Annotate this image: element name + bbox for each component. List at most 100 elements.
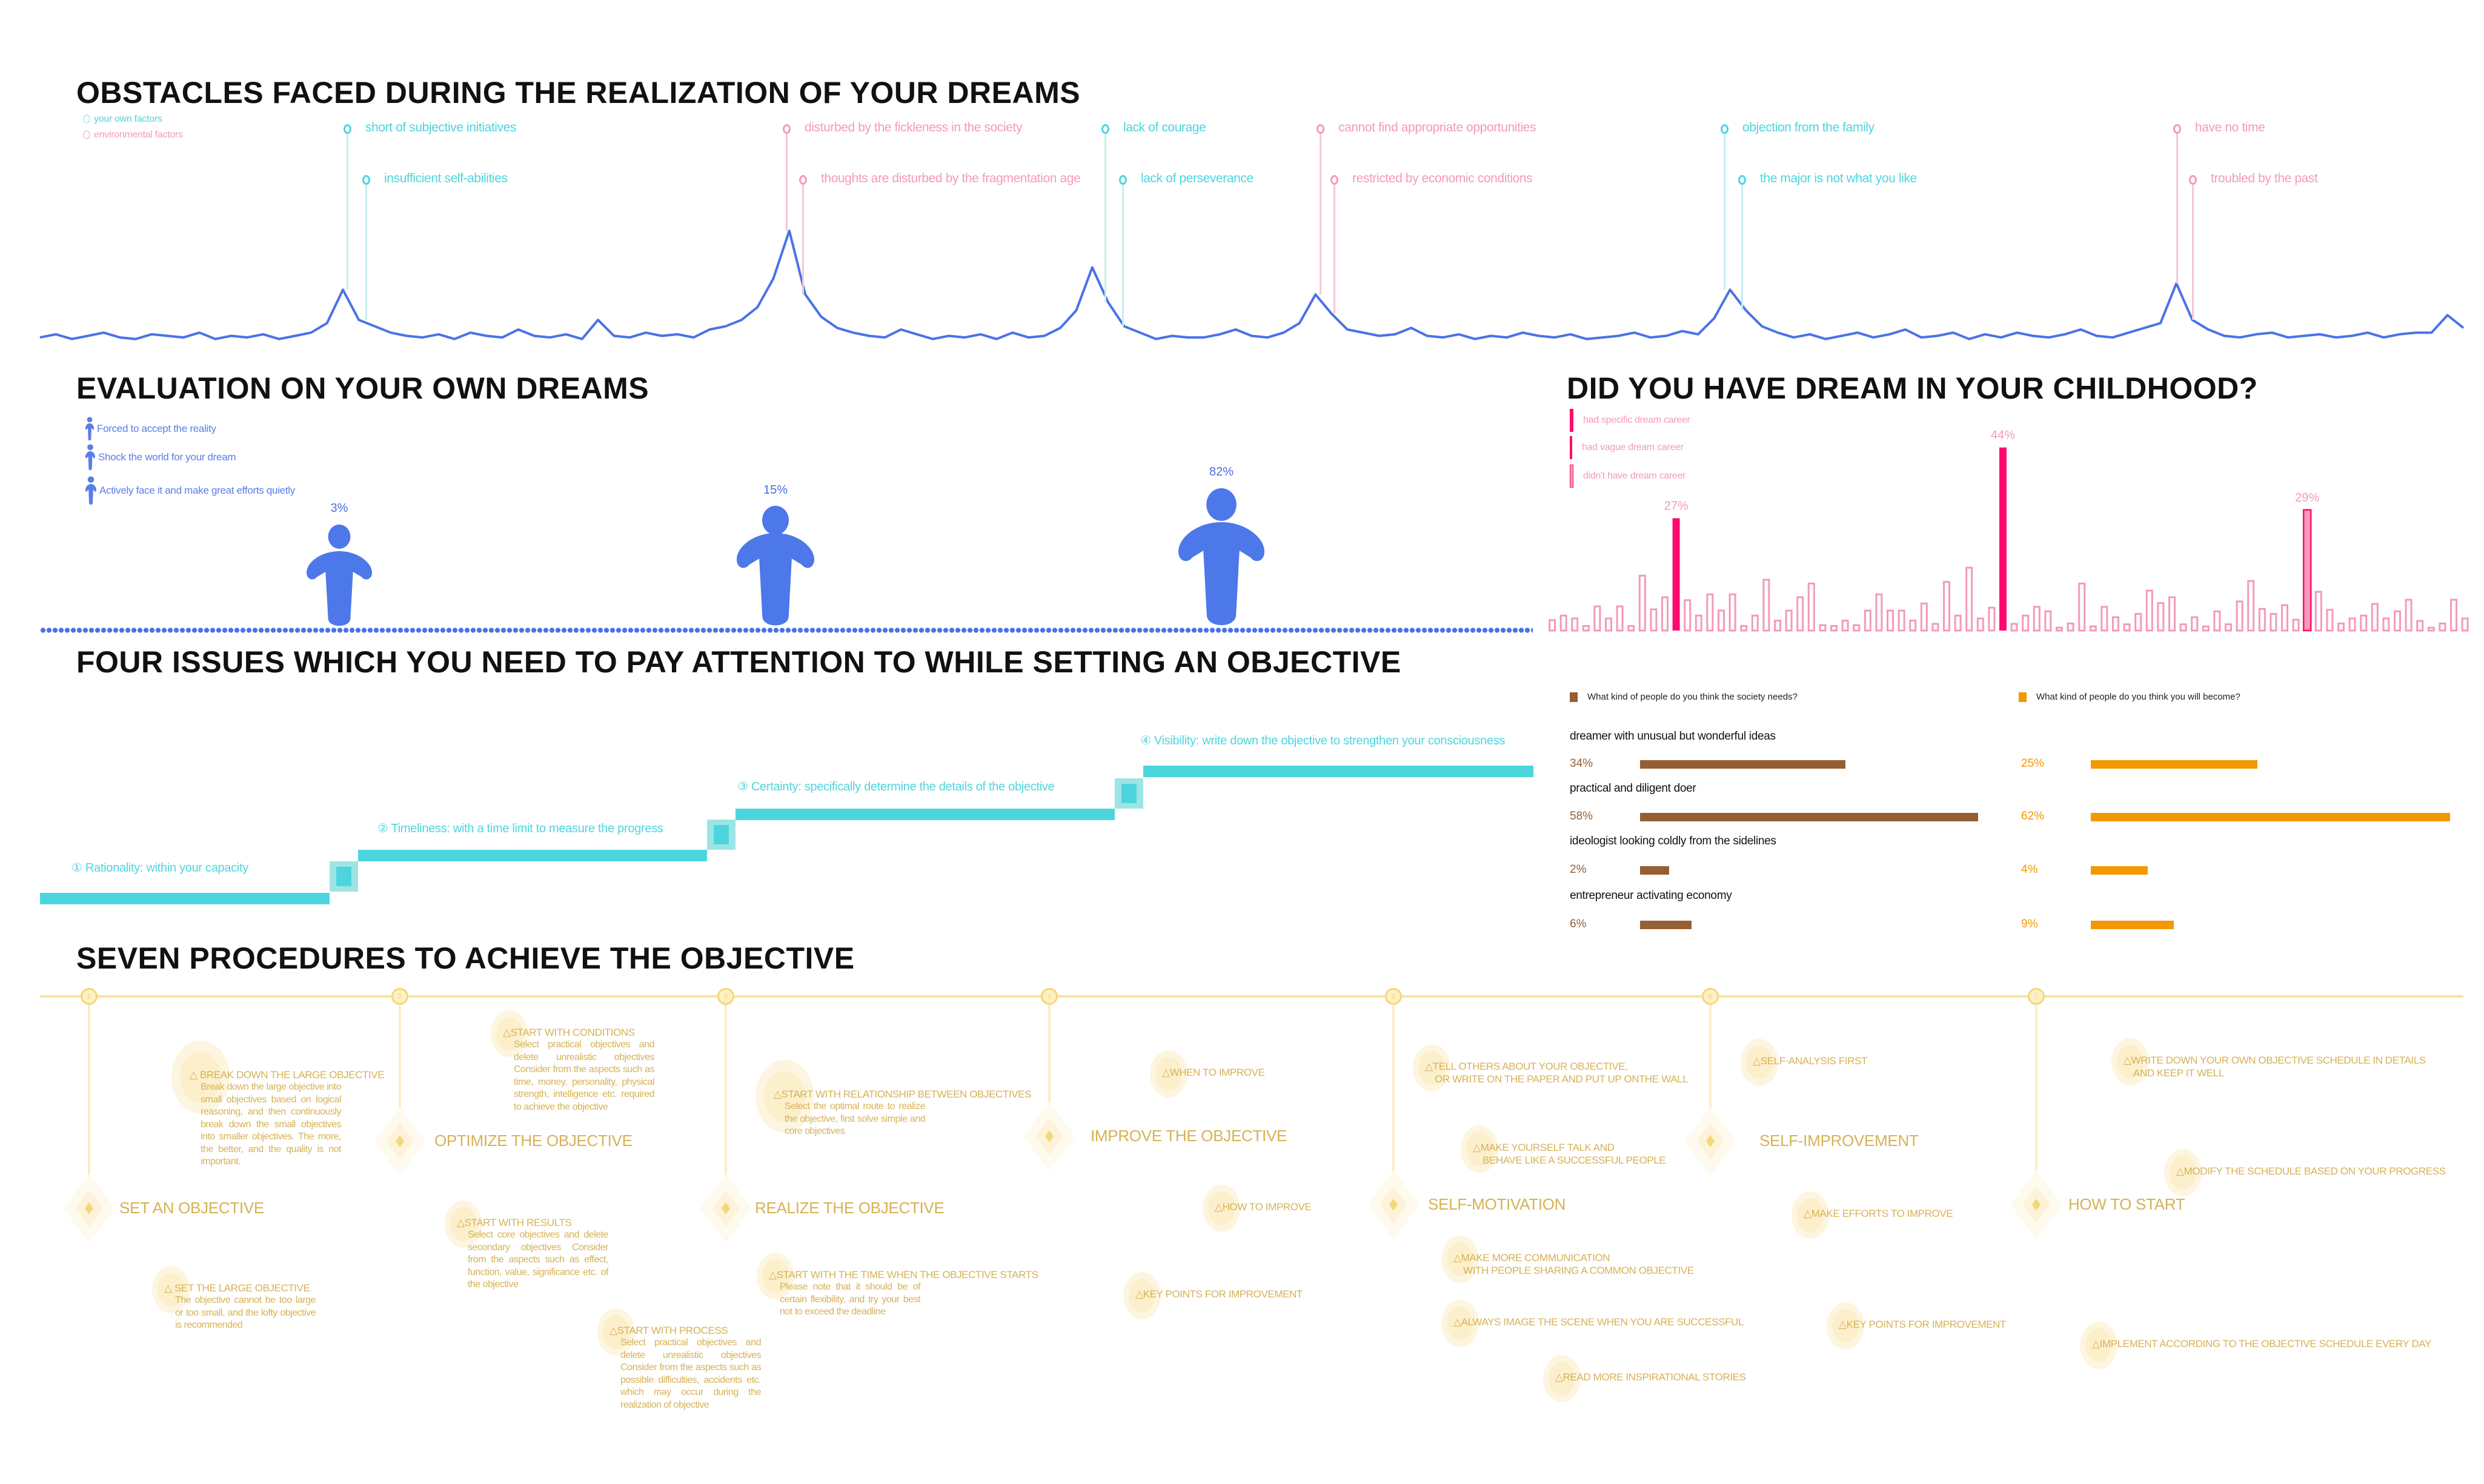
bar bbox=[1931, 623, 1939, 632]
person-icon bbox=[85, 444, 95, 471]
tip-heading: △MAKE MORE COMMUNICATION bbox=[1453, 1252, 1610, 1264]
procedure-tip: △KEY POINTS FOR IMPROVEMENT bbox=[1123, 1272, 1303, 1319]
circle-icon bbox=[1413, 1044, 1450, 1091]
bar bbox=[2225, 623, 2232, 632]
pin-line bbox=[786, 133, 788, 231]
tip-heading: △ BREAK DOWN THE LARGE OBJECTIVE bbox=[190, 1069, 385, 1081]
pin-circle-icon bbox=[783, 124, 791, 134]
procedure-title: SELF-IMPROVEMENT bbox=[1759, 1131, 1919, 1150]
circle-icon bbox=[445, 1201, 482, 1248]
bar bbox=[1751, 614, 1759, 632]
bar bbox=[1729, 593, 1736, 632]
pin-circle-icon bbox=[1101, 124, 1109, 134]
bar bbox=[2247, 580, 2255, 632]
legend-label: your own factors bbox=[94, 114, 162, 124]
person-figure-icon bbox=[307, 525, 372, 626]
procedure-tip: △TELL OTHERS ABOUT YOUR OBJECTIVE, OR WRI… bbox=[1413, 1044, 1689, 1091]
bar bbox=[1706, 593, 1714, 632]
legend-label: What kind of people do you think you wil… bbox=[2036, 692, 2240, 702]
pin-line bbox=[1333, 184, 1335, 314]
tip-heading: △READ MORE INSPIRATIONAL STORIES bbox=[1555, 1371, 1746, 1383]
obstacle-label: lack of perseverance bbox=[1141, 171, 1254, 185]
tip-body: Please note that it should be of certain… bbox=[780, 1282, 921, 1317]
procedure-tip: △IMPLEMENT ACCORDING TO THE OBJECTIVE SC… bbox=[2080, 1322, 2431, 1369]
procedure-tip: △KEY POINTS FOR IMPROVEMENT bbox=[1827, 1302, 2006, 1350]
legend-swatch bbox=[1570, 465, 1573, 488]
diamond-icon bbox=[1023, 1101, 1075, 1171]
legend-label: had vague dream career bbox=[1582, 442, 1684, 452]
obstacle-label: insufficient self-abilities bbox=[384, 171, 508, 185]
circle-icon bbox=[1123, 1272, 1161, 1319]
bar bbox=[1559, 614, 1567, 632]
tip-heading: △WRITE DOWN YOUR OWN OBJECTIVE SCHEDULE … bbox=[2124, 1055, 2426, 1066]
pin-line bbox=[802, 184, 804, 295]
bar bbox=[1909, 620, 1917, 632]
bar bbox=[1841, 620, 1849, 632]
circle-icon bbox=[1150, 1050, 1187, 1098]
bar bbox=[1593, 605, 1601, 632]
bar bbox=[1549, 619, 1556, 632]
person-figure-icon bbox=[737, 506, 814, 626]
bar bbox=[2416, 620, 2424, 632]
tip-heading: △MAKE YOURSELF TALK AND bbox=[1473, 1142, 1615, 1153]
obstacles-line-chart bbox=[39, 230, 2465, 340]
tip-heading: △ALWAYS IMAGE THE SCENE WHEN YOU ARE SUC… bbox=[1453, 1316, 1744, 1328]
bar bbox=[1853, 624, 1861, 632]
bar bbox=[2089, 625, 2097, 632]
legend-swatch bbox=[2019, 692, 2027, 702]
person-icon bbox=[85, 417, 94, 441]
procedure-connector bbox=[725, 1005, 727, 1208]
self-percent: 25% bbox=[2021, 757, 2045, 770]
timeline bbox=[40, 995, 2463, 998]
circle-icon bbox=[152, 1266, 190, 1313]
pin-circle-icon bbox=[1330, 175, 1338, 185]
bar bbox=[2337, 622, 2345, 632]
obstacle-label: objection from the family bbox=[1742, 121, 1875, 134]
step-3-bar bbox=[736, 809, 1115, 820]
tip-heading: △KEY POINTS FOR IMPROVEMENT bbox=[1839, 1319, 2006, 1330]
bar-value-label: 44% bbox=[1991, 429, 2015, 442]
bar bbox=[1796, 596, 1804, 632]
procedure-tip: △WHEN TO IMPROVE bbox=[1150, 1050, 1265, 1098]
bar bbox=[2326, 609, 2334, 632]
circle-icon bbox=[1792, 1191, 1829, 1239]
pin-line bbox=[1320, 133, 1321, 295]
circle-icon bbox=[755, 1060, 814, 1133]
circle-icon bbox=[757, 1253, 794, 1300]
legend-swatch bbox=[1570, 436, 1572, 459]
bar bbox=[2427, 626, 2435, 632]
tip-body: Select core objectives and delete second… bbox=[468, 1230, 609, 1290]
self-percent: 9% bbox=[2021, 918, 2038, 930]
person-figure-icon bbox=[1178, 488, 1264, 626]
step-2-marker bbox=[707, 820, 736, 850]
tip-heading: △WHEN TO IMPROVE bbox=[1162, 1067, 1265, 1078]
pin-circle-icon bbox=[1317, 124, 1324, 134]
legend-label: didn't have dream career bbox=[1583, 471, 1686, 481]
tip-heading: △SELF-ANALYSIS FIRST bbox=[1753, 1055, 1867, 1067]
bar bbox=[1650, 608, 1658, 632]
procedure-title: HOW TO START bbox=[2068, 1195, 2185, 1213]
self-bar bbox=[2091, 866, 2148, 875]
seven-procedures-title: SEVEN PROCEDURES TO ACHIEVE THE OBJECTIV… bbox=[76, 941, 855, 975]
bar bbox=[2056, 626, 2063, 632]
procedure-tip: △WRITE DOWN YOUR OWN OBJECTIVE SCHEDULE … bbox=[2111, 1038, 2426, 1085]
procedure-connector bbox=[88, 1005, 90, 1208]
pin-line bbox=[2176, 133, 2178, 283]
pin-circle-icon bbox=[362, 175, 370, 185]
figure-percent-label: 82% bbox=[1209, 465, 1234, 479]
obstacle-label: short of subjective initiatives bbox=[365, 121, 517, 134]
bar bbox=[1774, 620, 1781, 632]
pin-line bbox=[347, 133, 348, 290]
pin-line bbox=[2192, 184, 2194, 320]
tip-heading: △START WITH PROCESS bbox=[609, 1325, 728, 1336]
procedure-tip: △START WITH THE TIME WHEN THE OBJECTIVE … bbox=[757, 1253, 1038, 1319]
bar bbox=[1605, 617, 1612, 632]
bar bbox=[2179, 623, 2187, 632]
pin-circle-icon bbox=[2173, 124, 2181, 134]
circle-icon bbox=[1441, 1236, 1479, 1283]
bar-value-label: 29% bbox=[2295, 491, 2319, 505]
procedure-tip: △MAKE MORE COMMUNICATION WITH PEOPLE SHAR… bbox=[1441, 1236, 1694, 1283]
figure-percent-label: 3% bbox=[330, 502, 348, 515]
four-issues-title: FOUR ISSUES WHICH YOU NEED TO PAY ATTENT… bbox=[76, 645, 1401, 679]
tip-body: Break down the large objective into smal… bbox=[201, 1082, 342, 1167]
